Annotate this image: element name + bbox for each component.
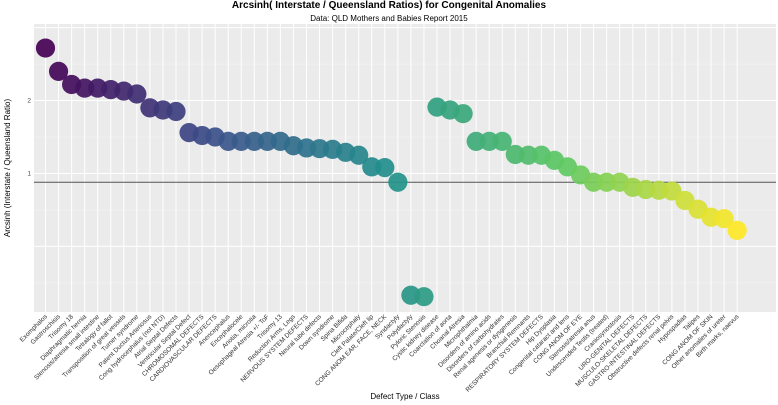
data-point xyxy=(35,38,56,58)
data-point xyxy=(48,61,69,81)
data-point xyxy=(375,158,395,178)
y-tick-label: 2 xyxy=(27,98,31,105)
data-point xyxy=(349,145,369,165)
chart-subtitle: Data: QLD Mothers and Babies Report 2015 xyxy=(310,14,468,23)
data-points xyxy=(35,38,747,307)
data-point xyxy=(492,131,512,151)
plot-panel xyxy=(34,24,776,312)
y-tick-label: 1 xyxy=(27,170,31,177)
data-point xyxy=(127,84,147,104)
y-tick-labels: 12 xyxy=(27,98,31,178)
data-point xyxy=(166,101,186,122)
y-axis-title: Arcsinh (Interstate / Queensland Ratio) xyxy=(3,99,12,238)
data-point xyxy=(388,172,408,192)
data-point xyxy=(453,104,473,124)
chart-title: Arcsinh( Interstate / Queensland Ratios)… xyxy=(232,0,547,11)
x-axis-title: Defect Type / Class xyxy=(370,392,439,401)
data-point xyxy=(714,209,734,229)
grid xyxy=(34,24,776,312)
data-point xyxy=(414,287,434,307)
data-point xyxy=(727,220,747,240)
